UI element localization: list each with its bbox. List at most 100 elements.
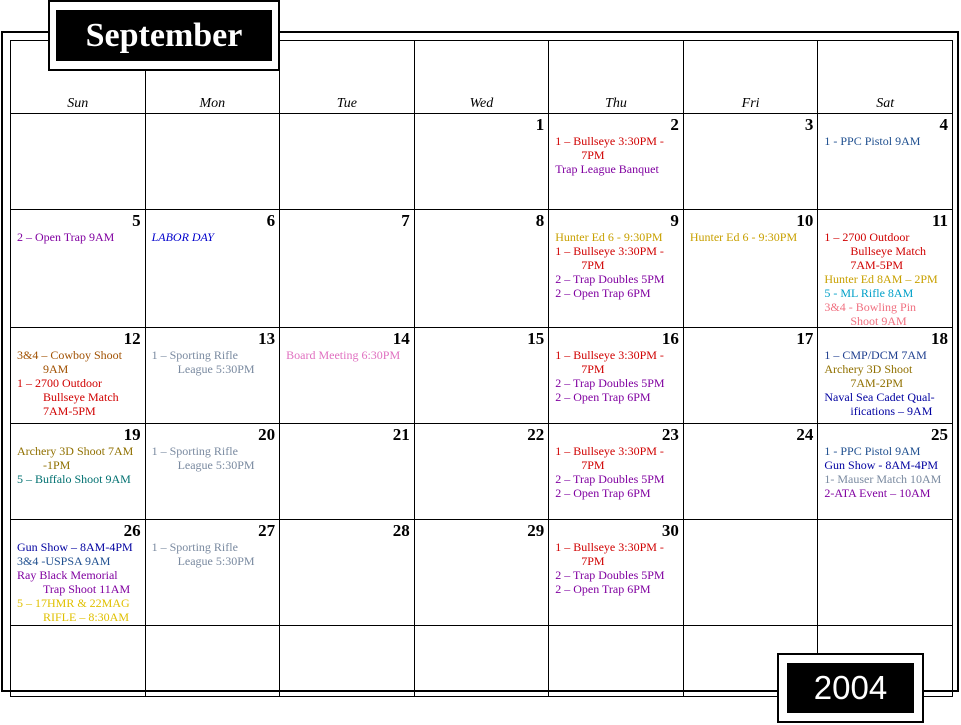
event-item[interactable]: 1- Mauser Match 10AM	[824, 472, 952, 486]
event-text-continued: League 5:30PM	[177, 554, 255, 568]
event-list	[684, 626, 818, 646]
year-title-box: 2004	[777, 653, 924, 723]
day-cell[interactable]: 13 1 – Sporting Rifle League 5:30PM	[144, 327, 281, 424]
day-cell[interactable]: 23 1 – Bullseye 3:30PM -7PM 2 – Trap Doubl…	[548, 423, 684, 520]
event-item[interactable]: 2 – Open Trap 9AM	[17, 230, 145, 244]
day-cell[interactable]: 20 1 – Sporting Rifle League 5:30PM	[144, 423, 281, 520]
day-cell[interactable]	[10, 625, 146, 697]
event-item[interactable]: 2 – Open Trap 6PM	[555, 286, 683, 300]
day-cell-content: 12 3&4 – Cowboy Shoot 9AM 1 – 2700 Outdoor B…	[11, 328, 145, 423]
event-text: Archery 3D Shoot 7AM	[17, 444, 134, 458]
event-item[interactable]: Gun Show – 8AM-4PM	[17, 540, 145, 554]
event-item[interactable]: Archery 3D Shoot 7AM-2PM	[824, 362, 952, 390]
event-item[interactable]: 1 - PPC Pistol 9AM	[824, 444, 952, 458]
day-cell[interactable]	[413, 625, 550, 697]
day-cell-content: 26 Gun Show – 8AM-4PM 3&4 -USPSA 9AM Ray Bl…	[11, 520, 145, 625]
event-item[interactable]: Hunter Ed 8AM – 2PM	[824, 272, 952, 286]
event-item[interactable]: Hunter Ed 6 - 9:30PM	[555, 230, 683, 244]
event-text: 1 – 2700 Outdoor	[824, 230, 910, 244]
day-cell[interactable]: 15	[413, 327, 550, 424]
event-item[interactable]: LABOR DAY	[152, 230, 280, 244]
day-cell[interactable]: 16 1 – Bullseye 3:30PM -7PM 2 – Trap Doubl…	[548, 327, 684, 424]
event-item[interactable]: 2 – Trap Doubles 5PM	[555, 376, 683, 390]
day-cell[interactable]: 5 2 – Open Trap 9AM	[10, 209, 146, 328]
event-item[interactable]: 1 – Bullseye 3:30PM -7PM	[555, 134, 683, 162]
event-item[interactable]: 5 - ML Rifle 8AM	[824, 286, 952, 300]
day-cell[interactable]: 19 Archery 3D Shoot 7AM -1PM 5 – Buffalo Sh…	[10, 423, 146, 520]
day-cell[interactable]	[682, 519, 819, 626]
day-cell[interactable]: 26 Gun Show – 8AM-4PM 3&4 -USPSA 9AM Ray Bl…	[10, 519, 146, 626]
day-cell[interactable]	[548, 625, 684, 697]
event-item[interactable]: 2 – Open Trap 6PM	[555, 390, 683, 404]
event-item[interactable]: 1 – Sporting Rifle League 5:30PM	[152, 540, 280, 568]
event-item[interactable]: Naval Sea Cadet Qual-ifications – 9AM	[824, 390, 952, 418]
event-item[interactable]: 1 - PPC Pistol 9AM	[824, 134, 952, 148]
event-item[interactable]: Hunter Ed 6 - 9:30PM	[690, 230, 818, 244]
event-item[interactable]: 3&4 – Cowboy Shoot 9AM	[17, 348, 145, 376]
event-item[interactable]: 5 – 17HMR & 22MAG RIFLE – 8:30AM	[17, 596, 145, 624]
event-item[interactable]: 1 – Sporting Rifle League 5:30PM	[152, 444, 280, 472]
day-cell[interactable]: 10 Hunter Ed 6 - 9:30PM	[682, 209, 819, 328]
day-cell[interactable]	[10, 113, 146, 210]
day-cell[interactable]: 24	[682, 423, 819, 520]
event-item[interactable]: Trap League Banquet	[555, 162, 683, 176]
day-cell[interactable]: 30 1 – Bullseye 3:30PM -7PM 2 – Trap Doubl…	[548, 519, 684, 626]
day-cell-content	[280, 114, 414, 209]
day-cell[interactable]	[279, 113, 415, 210]
day-number: 18	[931, 329, 948, 348]
day-cell[interactable]: 18 1 – CMP/DCM 7AM Archery 3D Shoot 7AM-2PM…	[817, 327, 953, 424]
event-item[interactable]: 2 – Trap Doubles 5PM	[555, 472, 683, 486]
day-cell[interactable]: 25 1 - PPC Pistol 9AM Gun Show - 8AM-4PM 1-…	[817, 423, 953, 520]
day-cell[interactable]: 4 1 - PPC Pistol 9AM	[817, 113, 953, 210]
day-cell-content: 20 1 – Sporting Rifle League 5:30PM	[146, 424, 280, 519]
event-item[interactable]: 2-ATA Event – 10AM	[824, 486, 952, 500]
day-cell[interactable]: 28	[279, 519, 415, 626]
day-cell[interactable]: 12 3&4 – Cowboy Shoot 9AM 1 – 2700 Outdoor B…	[10, 327, 146, 424]
weekday-fri: Fri	[682, 40, 819, 114]
day-cell[interactable]: 29	[413, 519, 550, 626]
day-cell[interactable]	[279, 625, 415, 697]
event-item[interactable]: 3&4 -USPSA 9AM	[17, 554, 145, 568]
event-item[interactable]: 1 – Bullseye 3:30PM -7PM	[555, 348, 683, 376]
day-cell[interactable]: 1	[413, 113, 550, 210]
day-cell[interactable]: 14 Board Meeting 6:30PM	[279, 327, 415, 424]
day-cell[interactable]	[817, 519, 953, 626]
day-cell[interactable]: 7	[279, 209, 415, 328]
event-item[interactable]: 3&4 - Bowling Pin Shoot 9AM	[824, 300, 952, 328]
event-item[interactable]: Ray Black Memorial Trap Shoot 11AM	[17, 568, 145, 596]
event-item[interactable]: 1 – 2700 Outdoor Bullseye Match 7AM-5PM	[824, 230, 952, 272]
event-item[interactable]: 5 – Buffalo Shoot 9AM	[17, 472, 145, 486]
event-item[interactable]: Archery 3D Shoot 7AM -1PM	[17, 444, 145, 472]
day-cell[interactable]: 17	[682, 327, 819, 424]
event-item[interactable]: 2 – Trap Doubles 5PM	[555, 272, 683, 286]
day-cell[interactable]: 9 Hunter Ed 6 - 9:30PM 1 – Bullseye 3:30PM…	[548, 209, 684, 328]
event-item[interactable]: 1 – Sporting Rifle League 5:30PM	[152, 348, 280, 376]
event-item[interactable]: 2 – Open Trap 6PM	[555, 486, 683, 500]
event-text: 5 – 17HMR & 22MAG	[17, 596, 130, 610]
event-item[interactable]: 2 – Open Trap 6PM	[555, 582, 683, 596]
day-cell[interactable]: 6 LABOR DAY	[144, 209, 281, 328]
event-item[interactable]: 1 – CMP/DCM 7AM	[824, 348, 952, 362]
event-text: 1 – Bullseye 3:30PM -	[555, 444, 664, 458]
day-cell[interactable]: 3	[682, 113, 819, 210]
event-item[interactable]: 1 – Bullseye 3:30PM -7PM	[555, 244, 683, 272]
event-item[interactable]: Gun Show - 8AM-4PM	[824, 458, 952, 472]
event-item[interactable]: Board Meeting 6:30PM	[286, 348, 414, 362]
day-cell[interactable]: 11 1 – 2700 Outdoor Bullseye Match 7AM-5PM H…	[817, 209, 953, 328]
weekday-tue: Tue	[279, 40, 415, 114]
day-cell[interactable]: 8	[413, 209, 550, 328]
day-cell[interactable]	[144, 625, 281, 697]
event-text: 1 – Bullseye 3:30PM -	[555, 348, 664, 362]
event-item[interactable]: 1 – Bullseye 3:30PM -7PM	[555, 540, 683, 568]
event-item[interactable]: 2 – Trap Doubles 5PM	[555, 568, 683, 582]
day-cell[interactable]: 22	[413, 423, 550, 520]
day-cell[interactable]: 21	[279, 423, 415, 520]
day-cell[interactable]	[144, 113, 281, 210]
weekday-header-row: Sun Mon Tue Wed Thu Fri Sat	[10, 40, 953, 114]
event-item[interactable]: 1 – Bullseye 3:30PM -7PM	[555, 444, 683, 472]
day-cell[interactable]: 27 1 – Sporting Rifle League 5:30PM	[144, 519, 281, 626]
event-item[interactable]: 1 – 2700 Outdoor Bullseye Match 7AM-5PM	[17, 376, 145, 418]
day-number: 16	[661, 329, 679, 348]
day-number: 28	[392, 521, 410, 540]
